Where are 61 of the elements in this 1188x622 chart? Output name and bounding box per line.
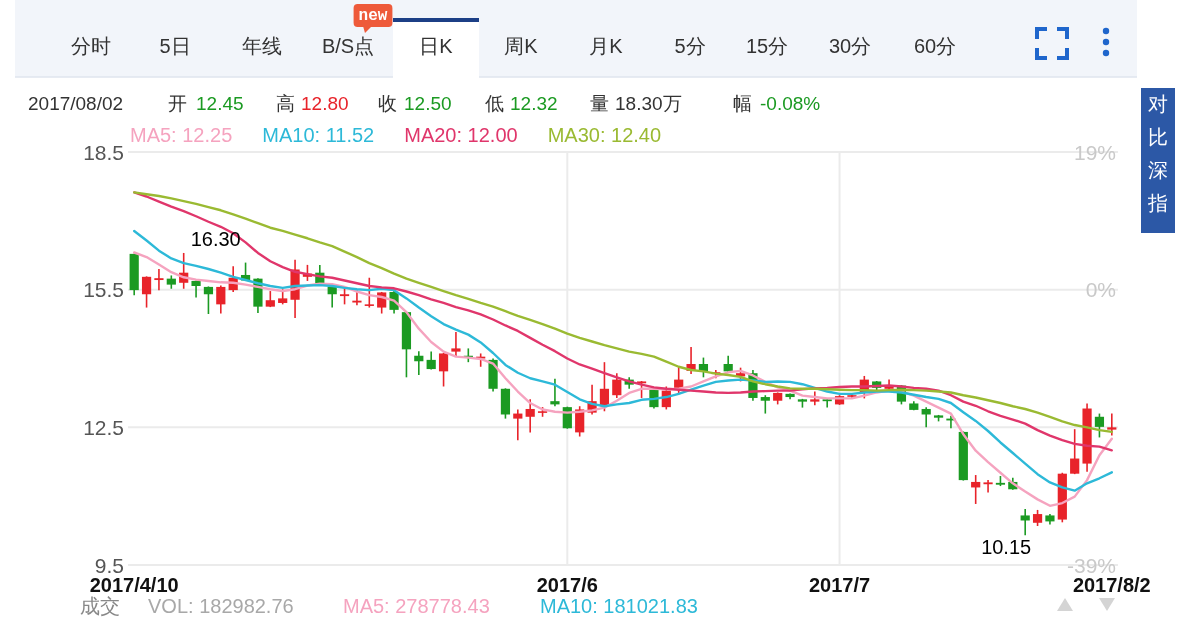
candlestick — [983, 479, 993, 494]
text: 5日 — [159, 35, 191, 57]
candlestick — [550, 377, 560, 408]
candlestick — [438, 352, 449, 388]
y-tick-label: 18.5 — [83, 140, 124, 164]
annotation: 16.30 — [190, 227, 241, 250]
candlestick — [612, 372, 622, 399]
text: MA5: 278778.43 — [343, 595, 490, 617]
candlestick — [513, 408, 523, 441]
text: 收 — [378, 92, 397, 114]
y-tick-label: 12.5 — [83, 415, 124, 439]
text: 周K — [504, 35, 539, 57]
candlestick — [1070, 428, 1080, 475]
text: 分时 — [71, 35, 111, 57]
text: 12.50 — [404, 92, 452, 114]
text: B/S点 — [321, 35, 375, 57]
text: 60分 — [913, 35, 957, 57]
candlestick — [1107, 412, 1117, 437]
candlestick — [154, 268, 164, 291]
candlestick — [141, 275, 152, 309]
y-tick-label: 15.5 — [83, 278, 124, 302]
candlestick — [451, 331, 461, 358]
text: 成交 — [80, 595, 120, 617]
text: 高 — [276, 92, 295, 114]
candlestick — [364, 276, 374, 309]
candlestick — [760, 394, 770, 415]
text: VOL: 182982.76 — [148, 595, 294, 617]
x-tick-label: 2017/4/10 — [89, 574, 179, 596]
text: 12.32 — [510, 92, 558, 114]
x-tick-label: 2017/6 — [536, 574, 598, 596]
text: 18.30万 — [615, 92, 682, 114]
text: MA30: 12.40 — [547, 124, 662, 146]
x-tick-label: 2017/7 — [808, 574, 871, 596]
text: 2017/08/02 — [28, 92, 124, 114]
text: 12.80 — [301, 92, 349, 114]
text: 12.45 — [196, 92, 244, 114]
text: MA10: 11.52 — [262, 124, 375, 146]
text: 月K — [589, 35, 624, 57]
text: MA5: 12.25 — [130, 124, 233, 146]
candlestick — [216, 284, 226, 315]
text: 30分 — [828, 35, 872, 57]
text: 年线 — [242, 35, 282, 57]
candlestick — [525, 398, 535, 434]
x-tick-label: 2017/8/2 — [1072, 574, 1151, 596]
text: new — [358, 7, 388, 25]
text: 15分 — [745, 35, 789, 57]
y-tick-label: 9.5 — [94, 553, 124, 577]
candlestick — [1020, 508, 1030, 536]
text: 低 — [485, 92, 504, 114]
text: 量 — [590, 92, 609, 114]
text: 幅 — [733, 92, 752, 114]
text: 开 — [168, 92, 187, 114]
text: MA20: 12.00 — [404, 124, 518, 146]
candlestick — [203, 285, 214, 315]
candlestick — [1094, 412, 1105, 439]
text: 日K — [419, 35, 454, 57]
text: 5分 — [674, 35, 706, 57]
text: -0.08% — [760, 92, 821, 114]
annotation: 10.15 — [981, 536, 1032, 559]
text: MA10: 181021.83 — [540, 595, 698, 617]
text: 对比深指 — [1147, 93, 1168, 214]
